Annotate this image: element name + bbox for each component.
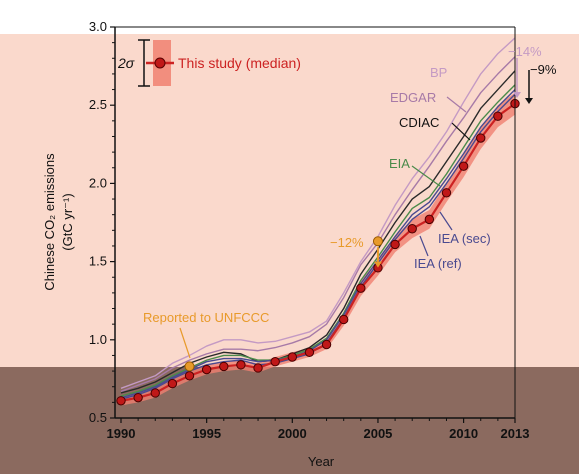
- series-line-iea-sec: [120, 89, 516, 399]
- bottom-background-band: [0, 367, 579, 474]
- annotation-pct-2005: −12%: [330, 235, 364, 250]
- this-study-point-1997: [236, 360, 246, 370]
- y-tick-label-1: 1.0: [89, 332, 107, 347]
- annotations-layer: Reported to UNFCCC −12% −14% −9% BP EDGAR CDIA…: [143, 44, 557, 359]
- series-line-edgar: [120, 56, 516, 393]
- this-study-point-2001: [304, 347, 315, 358]
- this-study-point-2010: [458, 161, 469, 171]
- y-tick-label-3: 3.0: [89, 19, 107, 34]
- uncertainty-band-layer: [121, 92, 515, 406]
- y-tick-label-2: 2.0: [89, 175, 107, 190]
- annotation-cdiac: CDIAC: [399, 115, 439, 130]
- this-study-point-1992: [150, 388, 160, 398]
- this-study-point-1990: [116, 396, 126, 406]
- y-tick-label-0-5: 0.5: [89, 410, 107, 425]
- legend-label: This study (median): [178, 55, 301, 71]
- x-tick-label-2010: 2010: [449, 426, 478, 441]
- bp-arrow-head: [513, 92, 521, 98]
- y-axis-unit: (GtC yr⁻¹): [60, 193, 75, 250]
- this-study-point-2006: [390, 239, 400, 250]
- legend-marker-swatch: [154, 57, 166, 69]
- unfccc-point-2005: [372, 236, 383, 247]
- this-study-point-2008: [424, 214, 435, 225]
- y-tick-label-2-5: 2.5: [89, 97, 107, 112]
- series-line-iea-ref: [120, 93, 516, 400]
- cdiac-arrow-head: [525, 98, 533, 104]
- annotation-pct-bp: −14%: [508, 44, 542, 59]
- y-tick-label-1-5: 1.5: [89, 254, 107, 269]
- x-tick-label-2000: 2000: [278, 426, 307, 441]
- this-study-point-1998: [253, 363, 263, 373]
- annotation-iea-ref-leader: [419, 235, 429, 257]
- this-study-point-1993: [167, 378, 178, 389]
- annotation-edgar-leader: [446, 96, 467, 113]
- annotation-eia-leader: [411, 165, 441, 187]
- annotation-iea-sec: IEA (sec): [438, 231, 491, 246]
- annotation-bp: BP: [430, 65, 447, 80]
- x-tick-label-1995: 1995: [192, 426, 221, 441]
- legend: 2σ This study (median): [117, 39, 301, 87]
- x-tick-label-2013: 2013: [501, 426, 530, 441]
- annotation-iea-sec-leader: [439, 211, 453, 231]
- this-study-point-2002: [321, 339, 332, 350]
- this-study-point-2009: [441, 188, 452, 198]
- annotation-eia: EIA: [389, 156, 410, 171]
- this-study-point-1996: [219, 361, 229, 372]
- annotation-edgar: EDGAR: [390, 90, 436, 105]
- legend-sigma-label: 2σ: [117, 55, 135, 71]
- annotation-pct-cdiac: −9%: [530, 62, 557, 77]
- middle-background-band: [0, 34, 579, 367]
- this-study-point-1994: [184, 371, 195, 381]
- unfccc-arrow-head: [373, 261, 382, 268]
- this-study-point-2004: [356, 283, 366, 293]
- x-tick-label-1990: 1990: [107, 426, 136, 441]
- this-study-point-2007: [407, 224, 417, 234]
- annotation-unfccc-leader: [179, 327, 191, 359]
- this-study-point-2011: [476, 133, 486, 143]
- y-axis-title: Chinese CO₂ emissions: [42, 153, 57, 291]
- this-study-point-2003: [338, 314, 349, 325]
- x-tick-label-2005: 2005: [363, 426, 392, 441]
- series-line-bp: [120, 37, 516, 389]
- this-study-markers-layer: [116, 98, 520, 406]
- uncertainty-band: [121, 92, 515, 406]
- unfccc-point-1994: [184, 361, 195, 372]
- this-study-point-1995: [201, 364, 212, 375]
- this-study-point-2000: [287, 352, 298, 362]
- this-study-point-1999: [270, 356, 280, 367]
- axes-layer: 1990 1995 2000 2005 2010 2013 0.5 1.0 1.5 2.0 2.5 3…: [89, 19, 530, 441]
- annotation-cdiac-leader: [451, 122, 471, 141]
- top-background-band: [0, 0, 579, 34]
- x-axis-title: Year: [308, 454, 335, 469]
- this-study-point-2012: [493, 111, 503, 121]
- this-study-point-1991: [133, 392, 143, 403]
- annotation-iea-ref: IEA (ref): [414, 256, 462, 271]
- axis-titles: Year Chinese CO₂ emissions (GtC yr⁻¹): [42, 153, 335, 469]
- annotation-unfccc: Reported to UNFCCC: [143, 310, 269, 325]
